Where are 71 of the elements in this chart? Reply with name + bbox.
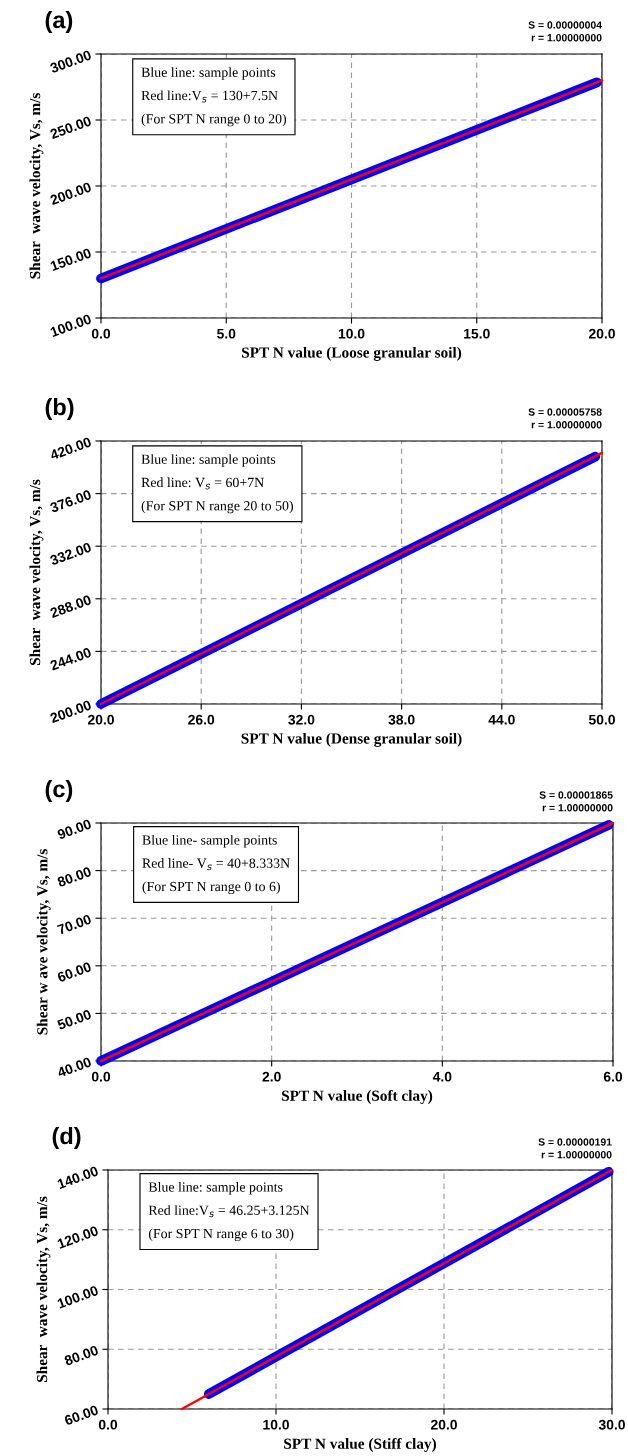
- x-tick-label: 30.0: [598, 1419, 625, 1430]
- x-axis-title: SPT N value (Dense granular soil): [241, 732, 462, 747]
- y-tick-label: 288.00: [49, 594, 92, 619]
- chart-title: (a): [45, 11, 73, 34]
- annotation: Blue line: sample points: [148, 1181, 283, 1195]
- annotation: (For SPT N range 0 to 6): [142, 881, 280, 895]
- annotation: Red line:V$_{s}$ = 46.25+3.125N: [148, 1205, 310, 1218]
- annotation: (For SPT N range 6 to 30): [148, 1228, 294, 1242]
- text: S = 0.00005758: [528, 408, 602, 416]
- x-axis-title: SPT N value (Loose granular soil): [242, 346, 462, 361]
- annotation: (For SPT N range 20 to 50): [141, 500, 293, 514]
- x-tick-label: 15.0: [464, 328, 490, 339]
- text: S = 0.00000191: [538, 1138, 612, 1146]
- y-tick-label: 60.00: [56, 961, 92, 983]
- y-tick-label: 40.00: [56, 1056, 92, 1078]
- y-tick-label: 90.00: [56, 818, 92, 840]
- x-tick-label: 0.0: [91, 328, 111, 339]
- x-axis-title: SPT N value (Soft clay): [281, 1089, 433, 1104]
- y-axis-title: Shear wave velocity, Vs, m/s: [29, 479, 44, 665]
- x-tick-label: 4.0: [432, 1071, 452, 1082]
- annotation: Blue line: sample points: [141, 67, 276, 80]
- chart-title: (d): [52, 1126, 81, 1150]
- y-tick-label: 120.00: [56, 1225, 99, 1249]
- text: S = 0.00001865: [539, 791, 613, 799]
- annotation: Red line- V$_{s}$ = 40+8.333N: [142, 858, 290, 871]
- text: r = 1.00000000: [542, 804, 613, 812]
- annotation: Blue line: sample points: [141, 454, 276, 467]
- y-tick-label: 70.00: [56, 914, 92, 935]
- y-tick-label: 332.00: [49, 542, 92, 566]
- x-tick-label: 6.0: [603, 1071, 623, 1082]
- x-tick-label: 5.0: [217, 328, 236, 339]
- annotation: (For SPT N range 0 to 20): [141, 113, 287, 127]
- y-tick-label: 100.00: [49, 313, 92, 338]
- y-tick-label: 60.00: [63, 1404, 99, 1426]
- x-tick-label: 26.0: [188, 714, 215, 725]
- x-tick-label: 44.0: [488, 714, 515, 725]
- annotation: Blue line- sample points: [142, 834, 277, 848]
- y-tick-label: 150.00: [49, 247, 92, 272]
- text: r = 1.00000000: [541, 1151, 612, 1159]
- y-axis-title: Shear w ave velocity, Vs, m/s: [36, 849, 51, 1035]
- x-tick-label: 50.0: [588, 714, 615, 725]
- y-tick-label: 420.00: [49, 436, 92, 461]
- x-tick-label: 10.0: [338, 328, 365, 339]
- text: S = 0.00000004: [528, 21, 602, 29]
- annotation: Red line: V$_{s}$ = 60+7N: [141, 477, 264, 490]
- y-tick-label: 376.00: [49, 489, 92, 513]
- x-tick-label: 20.0: [430, 1419, 457, 1430]
- x-tick-label: 10.0: [263, 1419, 289, 1430]
- y-tick-label: 244.00: [49, 647, 92, 671]
- y-tick-label: 80.00: [63, 1345, 99, 1366]
- y-tick-label: 80.00: [56, 866, 92, 888]
- x-tick-label: 32.0: [288, 714, 315, 725]
- x-tick-label: 0.0: [91, 1071, 111, 1082]
- x-tick-label: 20.0: [588, 328, 615, 339]
- chart-title: (b): [45, 398, 74, 421]
- y-axis-title: Shear wave velocity, Vs, m/s: [36, 1196, 51, 1382]
- text: r = 1.00000000: [531, 34, 602, 42]
- text: r = 1.00000000: [531, 421, 602, 429]
- y-tick-label: 200.00: [49, 181, 92, 206]
- x-tick-label: 0.0: [98, 1419, 118, 1430]
- y-tick-label: 250.00: [49, 115, 92, 140]
- annotation: Red line:V$_{s}$ = 130+7.5N: [141, 90, 278, 103]
- y-axis-title: Shear wave velocity, Vs, m/s: [29, 93, 44, 279]
- y-tick-label: 140.00: [56, 1165, 99, 1190]
- x-tick-label: 38.0: [388, 714, 415, 725]
- chart-title: (c): [45, 779, 73, 803]
- x-tick-label: 2.0: [262, 1071, 281, 1082]
- y-tick-label: 300.00: [49, 49, 92, 74]
- y-tick-label: 50.00: [56, 1009, 92, 1030]
- y-tick-label: 100.00: [56, 1285, 99, 1309]
- x-axis-title: SPT N value (Stiff clay): [284, 1437, 436, 1452]
